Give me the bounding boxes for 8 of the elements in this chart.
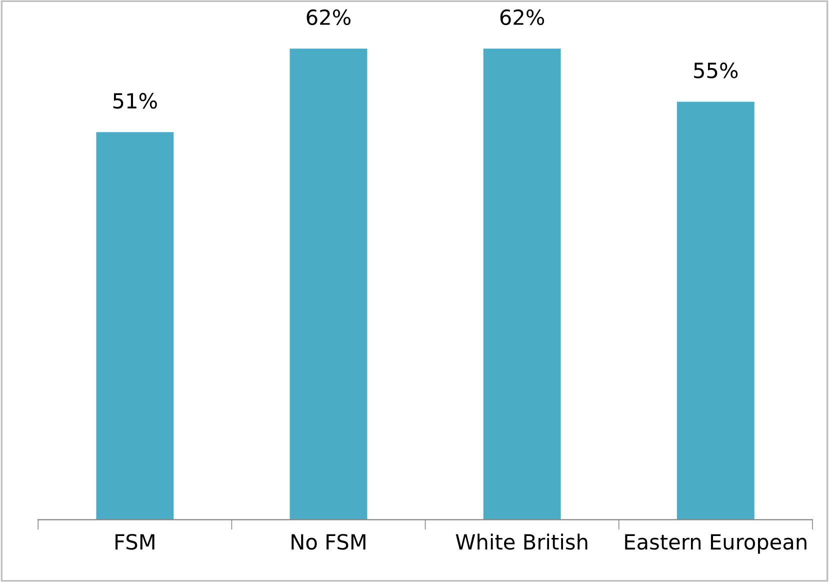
data-label: 62% [306, 9, 350, 26]
x-tick-label: White British [456, 534, 588, 550]
data-label: 62% [500, 9, 544, 26]
data-label: 55% [694, 62, 738, 78]
data-label: 51% [113, 92, 157, 109]
x-tick-label: Eastern European [625, 534, 806, 554]
x-tick-label: No FSM [292, 534, 366, 550]
x-tick-label: FSM [116, 534, 154, 550]
